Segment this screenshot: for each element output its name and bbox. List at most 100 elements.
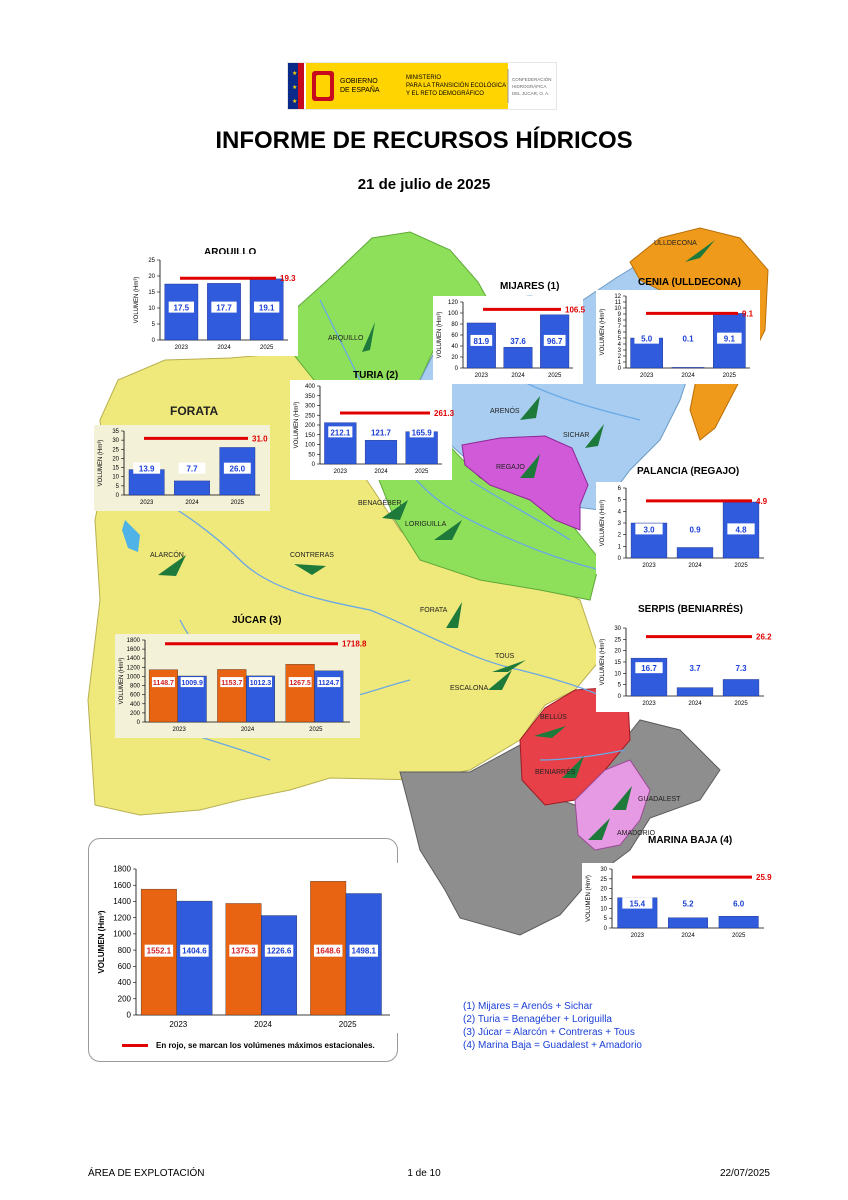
bar <box>676 687 714 697</box>
place-label-contreras: CONTRERAS <box>290 552 334 559</box>
place-label-arenos: ARENÓS <box>490 408 520 415</box>
y-tick-label: 3 <box>618 348 622 354</box>
y-tick-label: 20 <box>112 456 119 462</box>
data-label-box <box>168 301 194 313</box>
data-label-box <box>675 332 701 344</box>
y-tick-label: 30 <box>112 438 119 444</box>
y-tick-label: 600 <box>130 693 141 699</box>
dam-marker-regajo <box>520 454 540 478</box>
y-tick-label: 25 <box>614 637 621 643</box>
place-label-escalona: ESCALONA <box>450 685 489 692</box>
y-tick-label: 3 <box>618 521 622 527</box>
x-tick-label: 2024 <box>681 933 695 939</box>
data-label: 15.4 <box>630 900 646 909</box>
y-tick-label: 30 <box>614 626 621 632</box>
x-tick-label: 2025 <box>734 563 748 569</box>
place-label-amadorio: AMADORIO <box>617 830 656 837</box>
bar <box>128 469 165 496</box>
x-tick-label: 2023 <box>631 933 645 939</box>
data-label: 1404.6 <box>182 947 207 956</box>
x-tick-label: 2025 <box>309 727 323 733</box>
x-tick-label: 2023 <box>642 563 656 569</box>
y-tick-label: 50 <box>308 452 315 458</box>
y-tick-label: 5 <box>116 484 120 490</box>
dam-marker-tous <box>492 660 526 672</box>
y-tick-label: 0 <box>618 556 622 562</box>
dam-marker-beniarres <box>562 756 584 778</box>
chart-jucar: 0 200 400 600 800 1000 1200 1400 1600 1800 VOLUMEN… <box>115 634 367 738</box>
bar <box>503 347 533 369</box>
svg-text:DE ESPAÑA: DE ESPAÑA <box>340 85 380 94</box>
svg-text:MINISTERIO: MINISTERIO <box>406 75 441 81</box>
y-axis-label: VOLUMEN (Hm³) <box>294 402 300 449</box>
data-label-box <box>507 334 529 346</box>
data-label: 17.7 <box>216 304 232 313</box>
x-tick-label: 2023 <box>140 500 154 506</box>
y-axis-label: VOLUMEN (Hm³) <box>134 277 140 324</box>
data-label: 13.9 <box>139 465 155 474</box>
y-tick-label: 400 <box>118 978 132 987</box>
y-tick-label: 0 <box>116 493 120 499</box>
x-tick-label: 2024 <box>241 727 255 733</box>
data-label-box <box>681 662 709 674</box>
y-tick-label: 5 <box>152 322 156 328</box>
chart-total: 0 200 400 600 800 1000 1200 1400 1600 1800 VOLUMEN… <box>96 863 400 1033</box>
place-label-loriguilla: LORIGUILLA <box>405 521 447 528</box>
data-label: 96.7 <box>547 337 563 346</box>
y-tick-label: 5 <box>618 336 622 342</box>
place-label-tous: TOUS <box>495 653 515 660</box>
data-label-box <box>635 523 663 535</box>
y-tick-label: 0 <box>455 366 459 372</box>
y-tick-label: 20 <box>600 887 607 893</box>
bar <box>261 915 298 1016</box>
footer-page-number: 1 de 10 <box>407 1168 441 1179</box>
data-label: 26.0 <box>230 465 246 474</box>
data-label: 0.1 <box>682 335 694 344</box>
data-label-box <box>723 897 754 909</box>
x-tick-label: 2025 <box>231 500 245 506</box>
y-tick-label: 200 <box>118 994 132 1003</box>
place-label-guadalest: GUADALEST <box>638 796 681 803</box>
dam-marker-ulldecona <box>685 240 715 262</box>
chart-title-mijares: MIJARES (1) <box>500 281 560 292</box>
data-label-box <box>223 462 251 474</box>
x-tick-label: 2023 <box>175 345 189 351</box>
y-tick-label: 600 <box>118 962 132 971</box>
data-label-box <box>635 662 663 674</box>
dam-marker-escalona <box>488 670 512 690</box>
y-tick-label: 1 <box>618 360 622 366</box>
data-label-box <box>317 677 341 688</box>
x-tick-label: 2023 <box>334 469 348 475</box>
data-label: 81.9 <box>474 337 490 346</box>
footer-department: ÁREA DE EXPLOTACIÓN <box>88 1168 205 1179</box>
y-tick-label: 8 <box>618 318 622 324</box>
chart-title-arquillo: ARQUILLO <box>204 247 257 258</box>
dam-marker-arenos <box>520 396 540 420</box>
dam-marker-arquillo <box>362 322 375 352</box>
y-axis-label: VOLUMEN (Hm³) <box>98 440 104 487</box>
footnotes: (1) Mijares = Arenós + Sichar (2) Turia … <box>463 1000 642 1052</box>
x-tick-label: 2023 <box>172 727 186 733</box>
x-tick-label: 2024 <box>185 500 199 506</box>
y-tick-label: 15 <box>600 897 607 903</box>
data-label: 19.1 <box>259 304 275 313</box>
y-tick-label: 1600 <box>127 647 141 653</box>
y-tick-label: 0 <box>604 926 608 932</box>
y-tick-label: 80 <box>451 322 458 328</box>
x-tick-label: 2024 <box>688 701 702 707</box>
data-label: 1552.1 <box>147 947 172 956</box>
x-tick-label: 2025 <box>723 373 737 379</box>
x-tick-label: 2024 <box>681 373 695 379</box>
y-tick-label: 12 <box>614 294 621 300</box>
y-axis-label: VOLUMEN (Hm³) <box>437 312 443 359</box>
chart-palancia: 0 1 2 3 4 5 6 VOLUMEN (Hm³) 3.0 2023 0.9 2024 4.8 202… <box>596 482 774 574</box>
max-seasonal-value: 106.5 <box>565 305 586 314</box>
y-tick-label: 0 <box>618 366 622 372</box>
place-label-arquillo: ARQUILLO <box>328 335 364 342</box>
x-tick-label: 2023 <box>169 1020 187 1029</box>
y-tick-label: 1800 <box>113 865 131 874</box>
y-tick-label: 60 <box>451 333 458 339</box>
chart-title-turia: TURIA (2) <box>353 370 399 381</box>
bar <box>176 900 213 1016</box>
